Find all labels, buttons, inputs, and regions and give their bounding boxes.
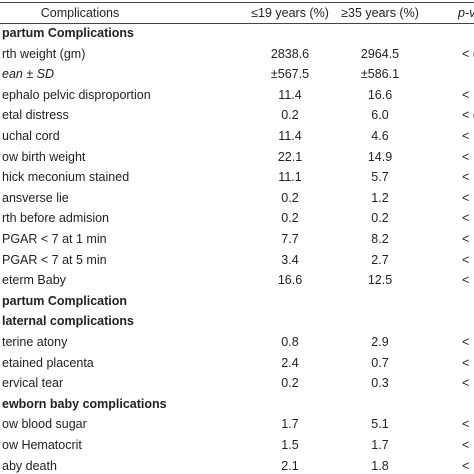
table-cell: ervical tear	[2, 376, 64, 391]
table-cell: <	[462, 417, 470, 432]
table-cell: 8.2	[371, 232, 389, 246]
table-cell: ephalo pelvic disproportion	[2, 87, 151, 102]
table-cell: 1.5	[281, 438, 299, 452]
table-cell: ansverse lie	[2, 190, 69, 205]
table-cell: 0.2	[281, 190, 299, 205]
header-cell: ≤19 years (%)	[251, 6, 329, 20]
table-cell: 0.2	[281, 376, 299, 391]
header-rule	[0, 23, 474, 24]
table-cell: <	[462, 376, 470, 391]
table-cell: 5.7	[371, 170, 389, 185]
table-cell: 2.7	[371, 252, 389, 267]
table-cell: aby death	[2, 458, 57, 473]
table-cell: 2964.5	[360, 46, 400, 61]
table-cell: < (	[462, 108, 474, 123]
table-cell: 16.6	[277, 273, 303, 288]
table-cell: 0.2	[281, 211, 299, 226]
table-cell: 3.4	[281, 252, 299, 267]
table-cell: 0.3	[371, 376, 389, 391]
table-cell: ow blood sugar	[2, 417, 87, 432]
section-heading: ewborn baby complications	[2, 396, 167, 411]
table-cell: PGAR < 7 at 1 min	[2, 232, 107, 246]
table-cell: <	[462, 252, 470, 267]
table-cell: 1.2	[371, 190, 389, 205]
table-cell: 5.1	[371, 417, 389, 432]
table-cell: 0.8	[281, 335, 299, 349]
table-cell: etal distress	[2, 108, 69, 123]
table-cell: 2.1	[281, 458, 299, 473]
table-cell: <	[462, 190, 470, 205]
header-cell: ≥35 years (%)	[341, 6, 419, 20]
table-cell: 11.4	[278, 129, 302, 143]
table-cell: etained placenta	[2, 355, 94, 370]
table-cell: <	[462, 149, 470, 164]
table-cell: 11.4	[278, 87, 302, 102]
section-heading: partum Complication	[2, 293, 128, 308]
table-cell: 1.7	[281, 417, 299, 432]
table-cell: ean ± SD	[2, 67, 55, 82]
table-cell: uchal cord	[2, 129, 60, 143]
table-cell: 2.4	[281, 355, 299, 370]
table-cell: <	[462, 211, 470, 226]
header-cell: p-v	[458, 6, 474, 20]
table-cell: <	[462, 129, 470, 143]
table-cell: 1.8	[371, 458, 389, 473]
table-cell: 16.6	[367, 87, 393, 102]
section-heading: laternal complications	[2, 314, 134, 329]
table-cell: rth weight (gm)	[2, 46, 86, 61]
table-cell: 14.9	[367, 149, 393, 164]
table-cell: 0.7	[371, 355, 389, 370]
table-cell: 12.5	[367, 273, 393, 288]
table-cell: rth before admision	[2, 211, 110, 226]
table-cell: 7.7	[281, 232, 299, 246]
table-cell: <	[462, 355, 470, 370]
table-cell: 0.2	[371, 211, 389, 226]
top-rule	[0, 2, 474, 3]
table-cell: ±586.1	[360, 67, 400, 82]
table-cell: hick meconium stained	[2, 170, 130, 185]
table-cell: <	[462, 87, 470, 102]
table-cell: 6.0	[371, 108, 389, 123]
table-cell: 0.2	[281, 108, 299, 123]
table-cell: terine atony	[2, 335, 68, 349]
table-cell: <	[462, 273, 470, 288]
table-cell: PGAR < 7 at 5 min	[2, 252, 107, 267]
table-cell: 4.6	[371, 129, 389, 143]
table-cell: <	[462, 335, 470, 349]
table-cell: <	[462, 438, 470, 452]
table-cell: eterm Baby	[2, 273, 66, 288]
table-cell: ±567.5	[270, 67, 310, 82]
table-cell: <	[462, 232, 470, 246]
table-cell: < (	[462, 46, 474, 61]
table-cell: 2838.6	[270, 46, 310, 61]
table-cell: 1.7	[371, 438, 389, 452]
header-cell: Complications	[40, 6, 120, 20]
table-cell: ow birth weight	[2, 149, 86, 164]
table-cell: 2.9	[371, 335, 389, 349]
table-cell: <	[462, 170, 470, 185]
table-cell: ow Hematocrit	[2, 438, 82, 452]
table-cell: 11.1	[278, 170, 302, 185]
section-heading: partum Complications	[2, 26, 134, 40]
table-cell: 22.1	[277, 149, 303, 164]
table-cell: <	[462, 458, 470, 473]
